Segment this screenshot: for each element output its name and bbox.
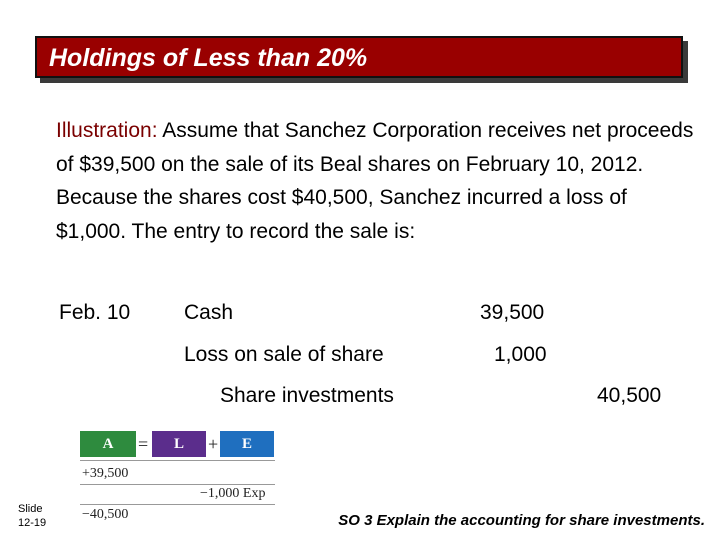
entry-account-investments: Share investments bbox=[220, 384, 394, 407]
equation-equity-value: −1,000 Exp bbox=[200, 486, 266, 501]
entry-credit-investments: 40,500 bbox=[597, 384, 662, 407]
study-objective: SO 3 Explain the accounting for share in… bbox=[338, 512, 705, 529]
entry-debit-loss: 1,000 bbox=[494, 343, 547, 366]
slide-number-value: 12-19 bbox=[18, 517, 47, 529]
equation-assets-box: A bbox=[80, 431, 136, 457]
slide-label: Slide bbox=[18, 503, 43, 515]
illustration-body: Assume that Sanchez Corporation receives… bbox=[56, 119, 694, 243]
illustration-lead: Illustration: bbox=[56, 119, 158, 142]
entry-debit-cash: 39,500 bbox=[480, 301, 545, 324]
title-bar: Holdings of Less than 20% bbox=[35, 36, 683, 78]
equation-assets-value-2: −40,500 bbox=[82, 507, 129, 522]
slide-title: Holdings of Less than 20% bbox=[49, 44, 368, 72]
equation-line-1 bbox=[80, 460, 275, 461]
entry-account-loss: Loss on sale of share bbox=[184, 343, 384, 366]
illustration-paragraph: Illustration: Assume that Sanchez Corpor… bbox=[56, 114, 696, 248]
equation-equals: = bbox=[138, 434, 149, 454]
entry-date: Feb. 10 bbox=[59, 301, 131, 324]
equation-equity-box: E bbox=[220, 431, 274, 457]
equation-line-2 bbox=[80, 484, 275, 485]
equation-assets-value-1: +39,500 bbox=[82, 466, 129, 481]
equation-plus: + bbox=[208, 434, 219, 454]
equation-liabilities-box: L bbox=[152, 431, 206, 457]
entry-account-cash: Cash bbox=[184, 301, 234, 324]
equation-line-3 bbox=[80, 504, 275, 505]
slide-number: Slide 12-19 bbox=[18, 502, 46, 530]
